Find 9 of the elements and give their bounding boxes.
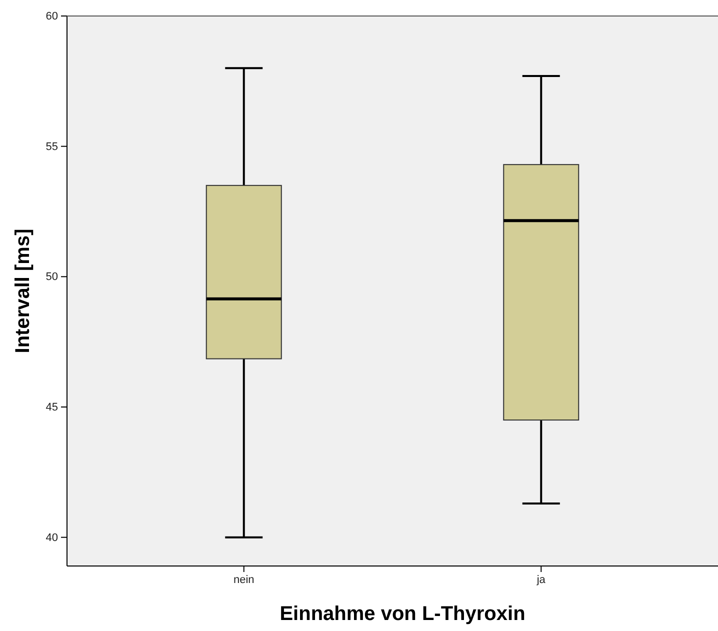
y-tick-label: 45 [46,402,58,414]
y-tick-label: 50 [46,271,58,284]
y-tick-label: 55 [46,140,58,153]
x-axis-title: Einnahme von L-Thyroxin [280,603,526,625]
x-tick-label: ja [536,574,546,586]
x-tick-label: nein [233,574,254,586]
y-tick-label: 40 [46,532,58,544]
y-tick-label: 60 [46,10,58,23]
y-axis-title: Intervall [ms] [12,228,34,354]
